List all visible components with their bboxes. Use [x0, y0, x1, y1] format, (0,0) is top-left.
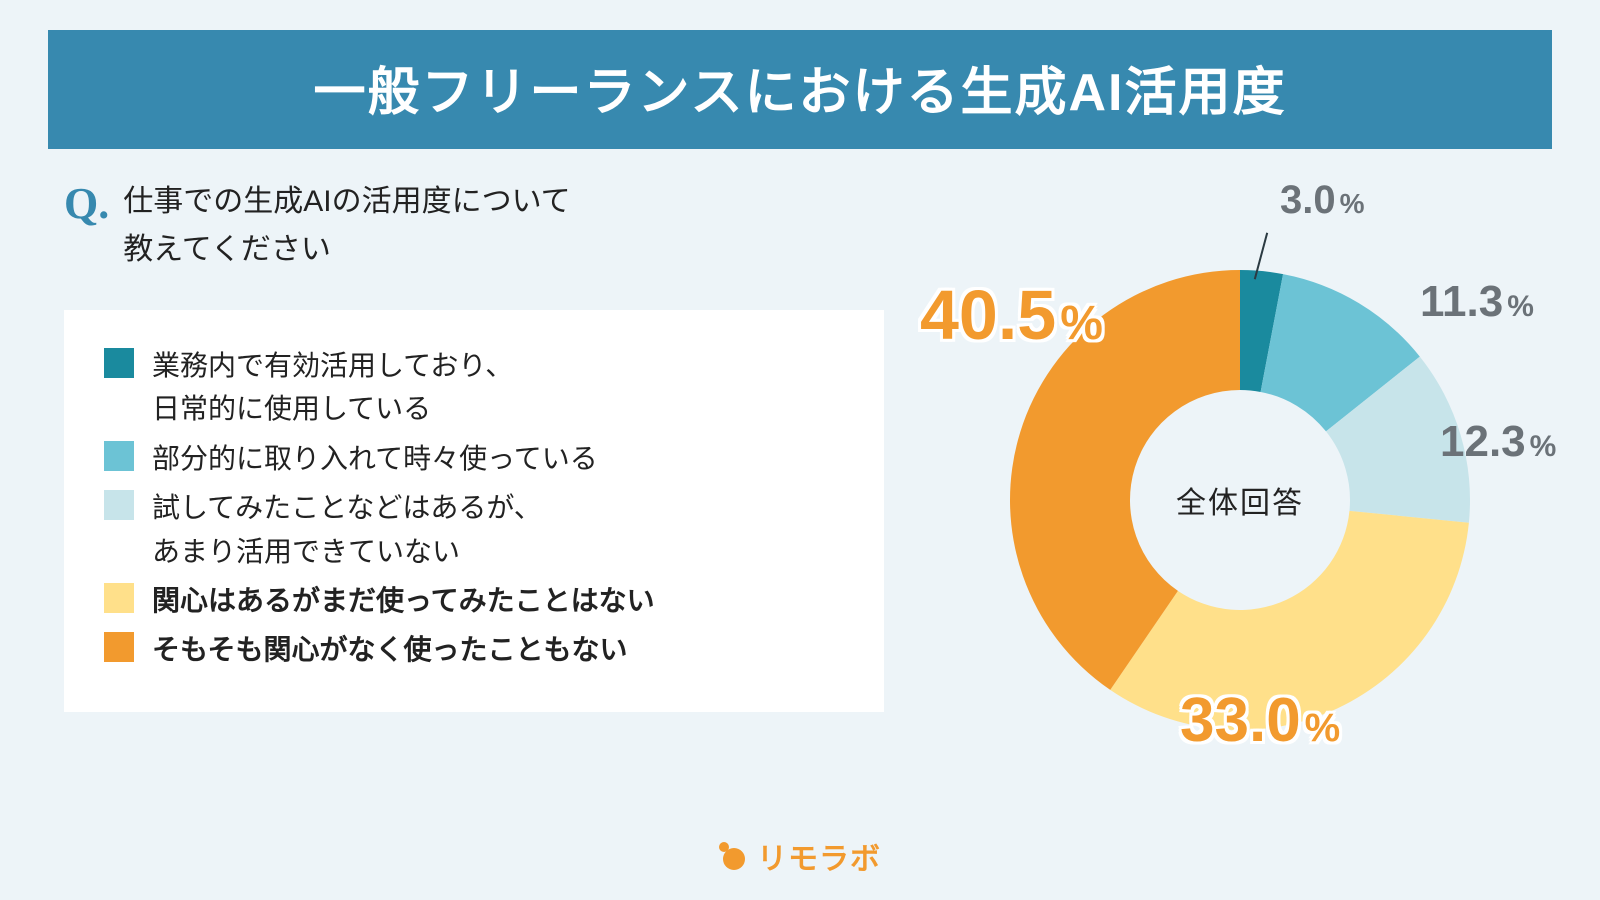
legend-label: 部分的に取り入れて時々使っている — [152, 437, 598, 480]
pct-label-tried: 12.3% — [1440, 420, 1556, 464]
legend-item: 部分的に取り入れて時々使っている — [104, 437, 844, 480]
question-marker: Q. — [64, 178, 109, 229]
legend-swatch — [104, 490, 134, 520]
legend-swatch — [104, 348, 134, 378]
title-text: 一般フリーランスにおける生成AI活用度 — [314, 64, 1287, 122]
pct-label-interested: 33.0% — [1180, 690, 1340, 752]
legend-swatch — [104, 632, 134, 662]
percent-sign: % — [1305, 706, 1341, 751]
question-block: Q. 仕事での生成AIの活用度について 教えてください — [64, 178, 571, 274]
brand-logo-icon — [719, 842, 747, 870]
brand-footer: リモラボ — [719, 834, 881, 878]
pct-label-daily: 3.0% — [1280, 180, 1365, 220]
question-line-1: 仕事での生成AIの活用度について — [123, 178, 570, 226]
donut-center-label: 全体回答 — [1176, 478, 1304, 522]
legend-label-line: 部分的に取り入れて時々使っている — [152, 437, 598, 480]
legend-swatch — [104, 441, 134, 471]
legend-label-line: 日常的に使用している — [152, 387, 513, 430]
question-text: 仕事での生成AIの活用度について 教えてください — [123, 178, 570, 274]
percent-sign: % — [1060, 296, 1103, 351]
legend-item: 業務内で有効活用しており、日常的に使用している — [104, 344, 844, 431]
pct-value: 33.0 — [1180, 690, 1301, 752]
legend-label: 試してみたことなどはあるが、あまり活用できていない — [152, 486, 542, 573]
donut-chart-wrap: 全体回答 3.0%11.3%12.3%33.0%40.5% — [940, 220, 1540, 780]
percent-sign: % — [1340, 188, 1365, 220]
pct-value: 40.5 — [920, 280, 1056, 350]
legend-label-line: 関心はあるがまだ使ってみたことはない — [152, 579, 655, 622]
legend-swatch — [104, 583, 134, 613]
percent-sign: % — [1507, 290, 1534, 324]
legend-item: 試してみたことなどはあるが、あまり活用できていない — [104, 486, 844, 573]
pct-label-none: 40.5% — [920, 280, 1103, 351]
brand-text: リモラボ — [757, 834, 881, 878]
legend-label-line: あまり活用できていない — [152, 530, 542, 573]
legend-label-line: 試してみたことなどはあるが、 — [152, 486, 542, 529]
pct-value: 3.0 — [1280, 180, 1336, 220]
percent-sign: % — [1530, 430, 1557, 464]
legend-item: そもそも関心がなく使ったこともない — [104, 628, 844, 671]
legend-label-line: 業務内で有効活用しており、 — [152, 344, 513, 387]
pct-value: 12.3 — [1440, 420, 1526, 464]
page-title: 一般フリーランスにおける生成AI活用度 — [48, 30, 1552, 149]
pct-value: 11.3 — [1420, 280, 1503, 324]
legend-label: 業務内で有効活用しており、日常的に使用している — [152, 344, 513, 431]
question-line-2: 教えてください — [123, 226, 570, 274]
pct-label-sometimes: 11.3% — [1420, 280, 1534, 324]
legend-item: 関心はあるがまだ使ってみたことはない — [104, 579, 844, 622]
legend-label: そもそも関心がなく使ったこともない — [152, 628, 627, 671]
legend-box: 業務内で有効活用しており、日常的に使用している部分的に取り入れて時々使っている試… — [64, 310, 884, 712]
legend-label: 関心はあるがまだ使ってみたことはない — [152, 579, 655, 622]
legend-label-line: そもそも関心がなく使ったこともない — [152, 628, 627, 671]
